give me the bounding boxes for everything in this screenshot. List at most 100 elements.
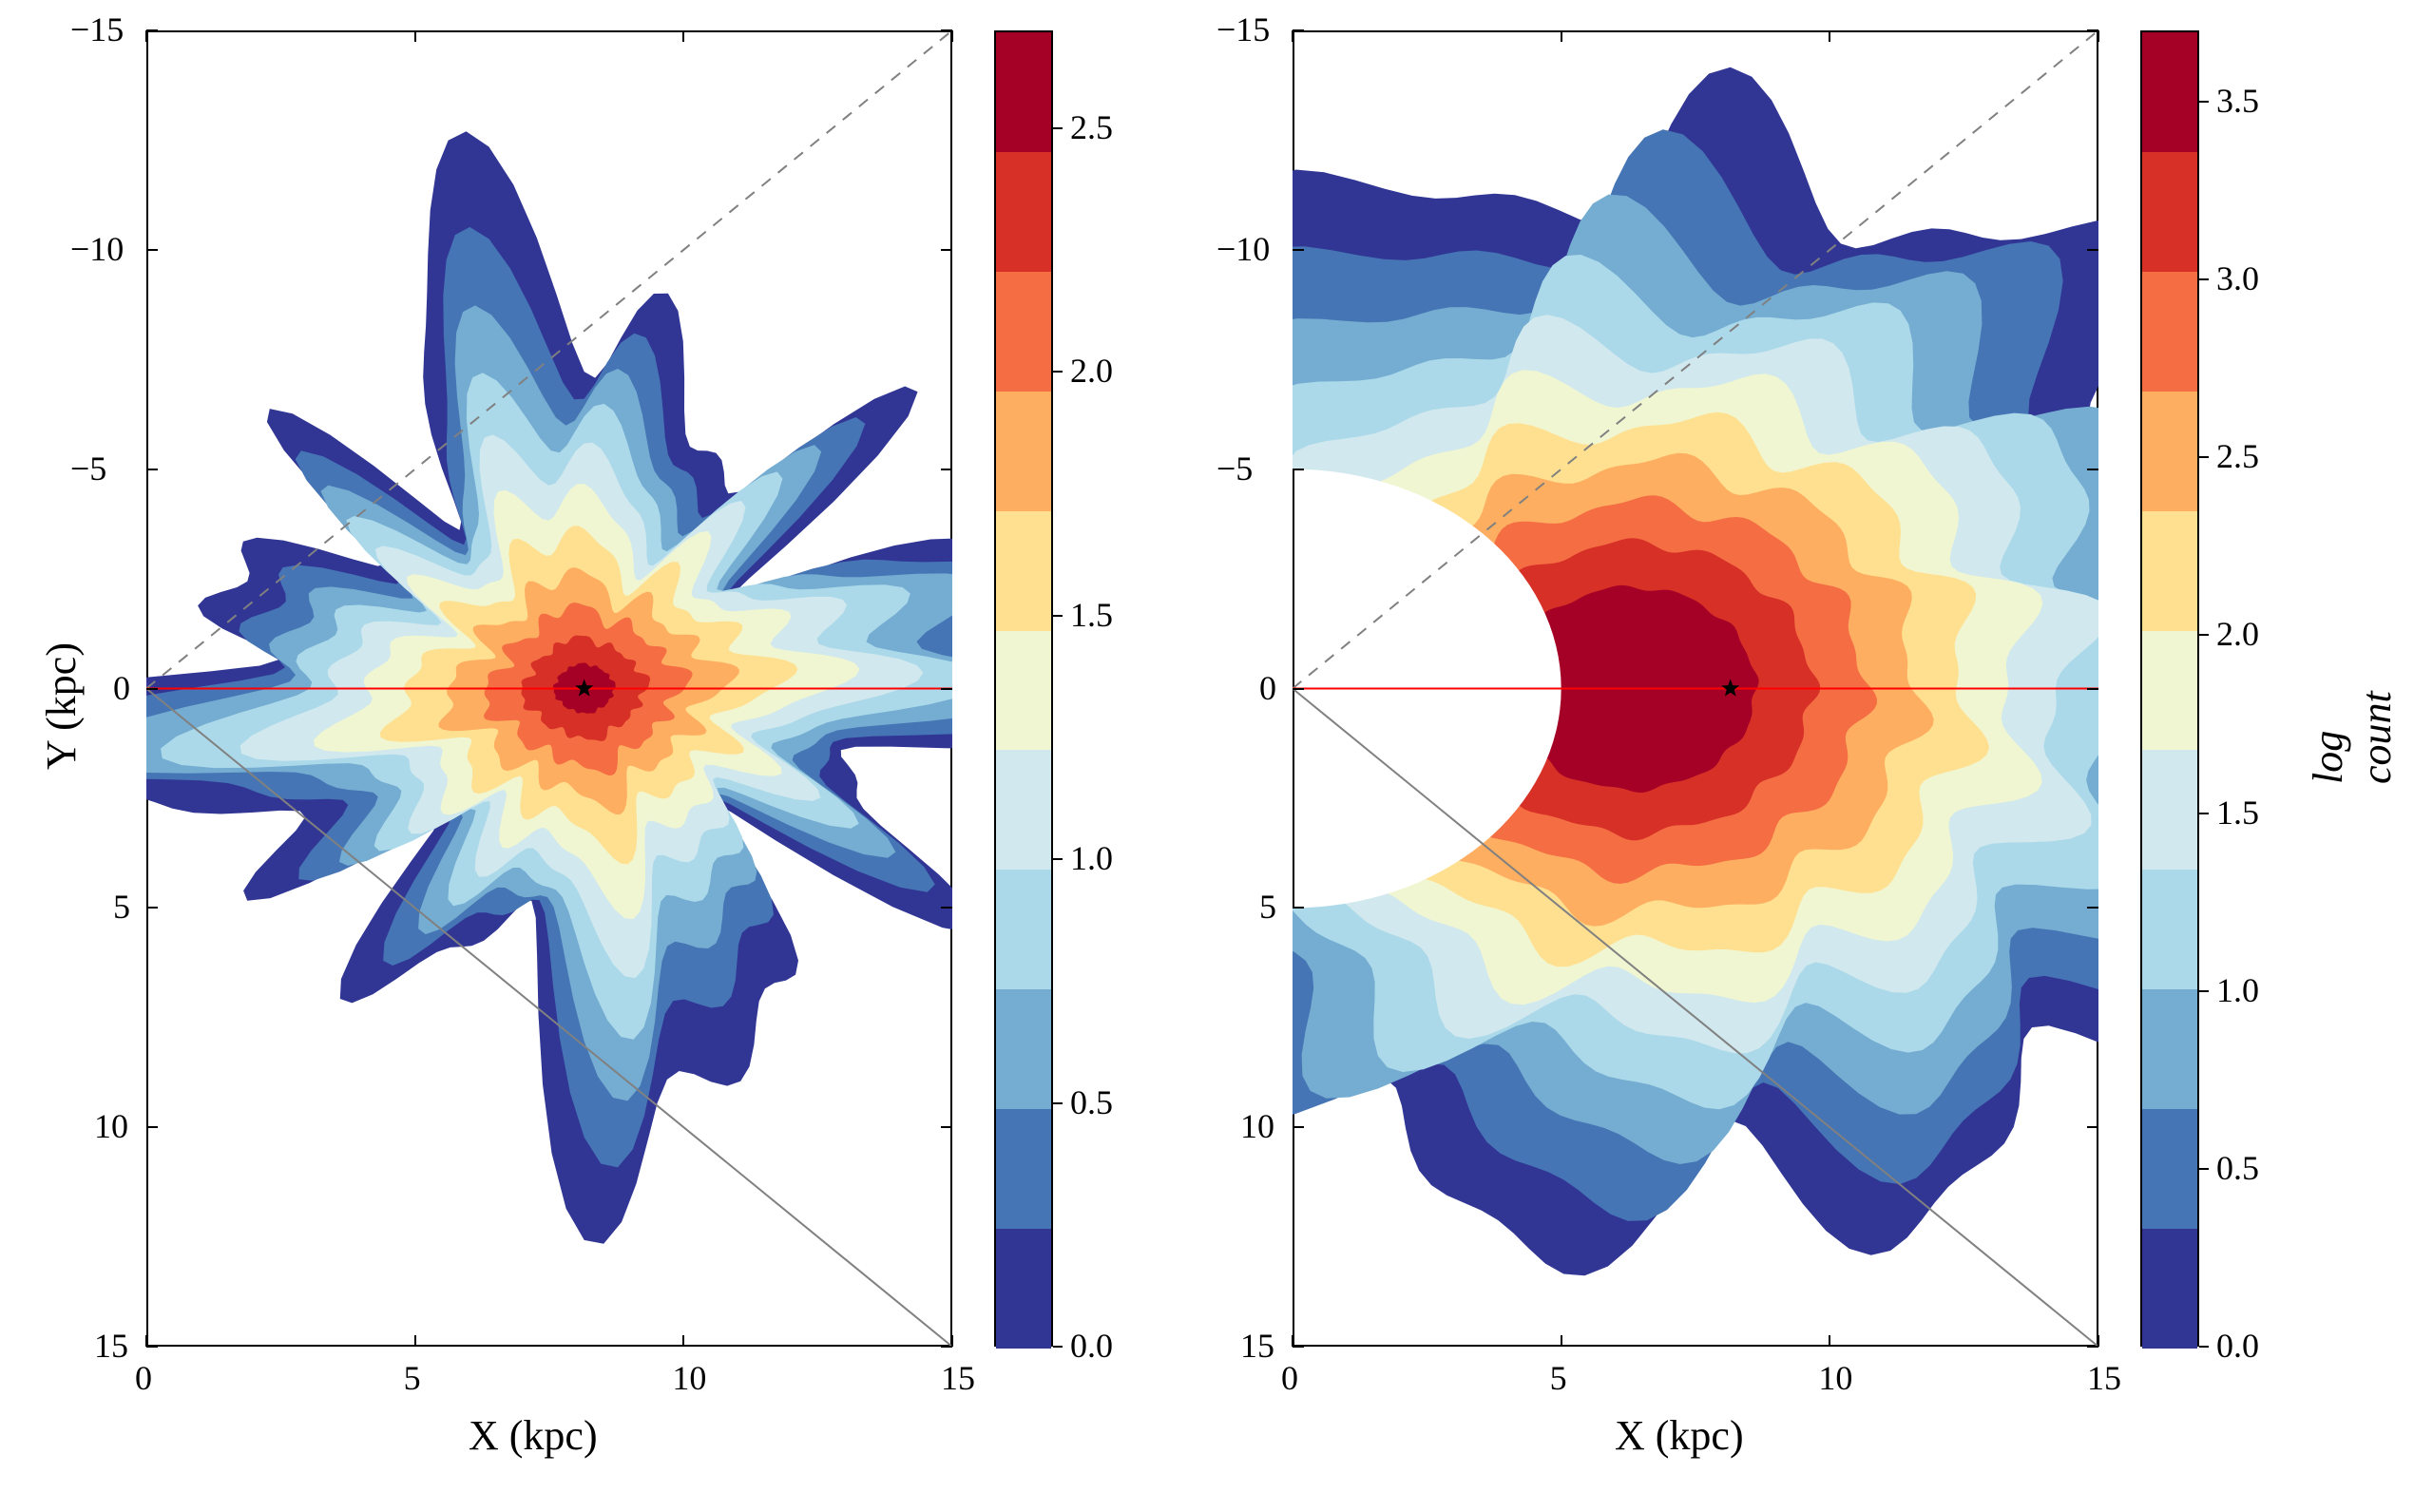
y-tick-label: −5	[1216, 449, 1253, 488]
y-tick-label: −15	[70, 10, 124, 49]
y-tick-mark	[2087, 469, 2098, 470]
x-tick-mark	[1829, 30, 1830, 42]
colorbar-segment	[2142, 631, 2197, 751]
y-tick-mark	[2087, 29, 2098, 31]
y-axis-label-left: Y (kpc)	[37, 642, 86, 770]
y-tick-mark	[146, 249, 158, 251]
y-tick-label: 10	[1240, 1106, 1274, 1146]
colorbar-segment	[996, 750, 1051, 870]
y-tick-label: 0	[1259, 668, 1276, 708]
colorbar-tick-mark	[2199, 278, 2209, 280]
colorbar-tick-label: 1.0	[1070, 838, 1113, 878]
colorbar-tick-label: 0.0	[1070, 1326, 1113, 1366]
y-tick-mark	[941, 469, 952, 470]
y-tick-mark	[941, 688, 952, 690]
y-tick-mark	[941, 907, 952, 909]
y-tick-label: 15	[94, 1326, 128, 1366]
y-tick-mark	[1293, 907, 1304, 909]
colorbar-segment	[996, 272, 1051, 392]
colorbar-segment	[2142, 870, 2197, 989]
y-tick-label: 5	[1259, 887, 1276, 927]
x-tick-mark	[414, 30, 416, 42]
y-tick-label: 10	[94, 1106, 128, 1146]
y-tick-mark	[1293, 1126, 1304, 1128]
x-tick-label: 0	[135, 1358, 152, 1398]
x-tick-label: 10	[672, 1358, 706, 1398]
colorbar-tick-mark	[1053, 371, 1063, 373]
y-tick-label: −10	[70, 229, 124, 269]
y-tick-mark	[2087, 1126, 2098, 1128]
colorbar-tick-mark	[2199, 1168, 2209, 1170]
colorbar-segment	[2142, 989, 2197, 1109]
y-tick-mark	[1293, 249, 1304, 251]
y-tick-mark	[1293, 469, 1304, 470]
colorbar-segment	[996, 870, 1051, 989]
y-tick-mark	[146, 1126, 158, 1128]
colorbar-segment	[996, 511, 1051, 631]
colorbar-segment	[996, 1109, 1051, 1229]
colorbar-tick-label: 0.5	[1070, 1082, 1113, 1122]
colorbar-tick-label: 2.0	[2216, 614, 2259, 654]
y-tick-label: −10	[1216, 229, 1270, 269]
y-tick-label: −15	[1216, 10, 1270, 49]
colorbar-segment	[2142, 511, 2197, 631]
colorbar-tick-mark	[2199, 456, 2209, 458]
y-tick-label: 15	[1240, 1326, 1274, 1366]
colorbar-tick-label: 3.0	[2216, 258, 2259, 298]
y-tick-mark	[146, 29, 158, 31]
colorbar-label: log count	[2304, 655, 2401, 784]
colorbar-tick-mark	[1053, 615, 1063, 617]
colorbar-segment	[2142, 750, 2197, 870]
colorbar-tick-label: 1.5	[2216, 793, 2259, 833]
colorbar-tick-mark	[2199, 990, 2209, 992]
y-tick-mark	[941, 249, 952, 251]
colorbar-tick-label: 1.0	[2216, 970, 2259, 1010]
colorbar-segment	[2142, 152, 2197, 272]
left-colorbar	[994, 30, 1053, 1347]
x-tick-mark	[1561, 30, 1562, 42]
x-axis-label-left: X (kpc)	[469, 1411, 598, 1460]
y-tick-mark	[2087, 249, 2098, 251]
colorbar-tick-mark	[2199, 813, 2209, 814]
colorbar-tick-label: 1.5	[1070, 595, 1113, 635]
x-tick-label: 5	[404, 1358, 421, 1398]
colorbar-tick-label: 3.5	[2216, 81, 2259, 121]
colorbar-segment	[996, 152, 1051, 272]
y-tick-mark	[941, 29, 952, 31]
x-tick-mark	[2098, 30, 2099, 42]
colorbar-tick-mark	[1053, 1346, 1063, 1348]
x-tick-mark	[682, 1335, 684, 1347]
colorbar-tick-mark	[2199, 1346, 2209, 1348]
colorbar-segment	[2142, 392, 2197, 511]
colorbar-segment	[996, 32, 1051, 152]
figure-root: X (kpc) X (kpc) Y (kpc) log count 051015…	[0, 0, 2433, 1512]
y-tick-label: 5	[113, 887, 130, 927]
y-tick-mark	[2087, 1346, 2098, 1348]
right-colorbar	[2140, 30, 2199, 1347]
x-tick-mark	[1292, 30, 1293, 42]
left-panel	[146, 30, 952, 1347]
x-tick-mark	[951, 30, 953, 42]
y-tick-mark	[146, 688, 158, 690]
colorbar-segment	[996, 1229, 1051, 1349]
x-tick-label: 15	[941, 1358, 975, 1398]
colorbar-segment	[2142, 1109, 2197, 1229]
y-tick-mark	[146, 469, 158, 470]
colorbar-tick-mark	[2199, 634, 2209, 636]
x-tick-mark	[414, 1335, 416, 1347]
y-tick-mark	[146, 1346, 158, 1348]
colorbar-segment	[996, 631, 1051, 751]
colorbar-tick-label: 2.5	[2216, 436, 2259, 476]
x-tick-mark	[1561, 1335, 1562, 1347]
colorbar-segment	[2142, 272, 2197, 392]
x-tick-mark	[1829, 1335, 1830, 1347]
x-tick-label: 0	[1281, 1358, 1298, 1398]
colorbar-tick-mark	[1053, 858, 1063, 860]
colorbar-tick-mark	[1053, 1102, 1063, 1104]
colorbar-tick-label: 0.5	[2216, 1148, 2259, 1188]
colorbar-tick-mark	[1053, 127, 1063, 129]
y-tick-mark	[2087, 907, 2098, 909]
colorbar-tick-label: 2.5	[1070, 107, 1113, 147]
colorbar-tick-mark	[2199, 101, 2209, 103]
colorbar-segment	[2142, 1229, 2197, 1349]
